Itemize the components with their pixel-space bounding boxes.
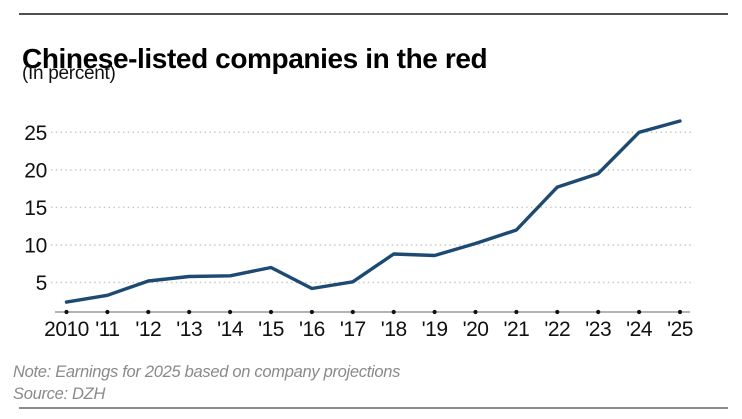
- x-tick-label-2019: '19: [422, 318, 448, 341]
- chart-subtitle: (In percent): [22, 63, 116, 84]
- chart-footnotes: Note: Earnings for 2025 based on company…: [13, 361, 400, 405]
- x-tick-dot-2023: [596, 309, 601, 315]
- x-tick-label-2017: '17: [340, 318, 366, 341]
- x-tick-label-2014: '14: [217, 318, 244, 341]
- x-tick-label-2024: '24: [626, 318, 653, 341]
- x-tick-label-2016: '16: [299, 318, 325, 341]
- y-tick-label-25: 25: [24, 122, 47, 145]
- chart-source: Source: DZH: [13, 385, 106, 403]
- y-tick-label-5: 5: [36, 272, 47, 295]
- x-tick-label-2022: '22: [544, 318, 570, 341]
- x-tick-label-2015: '15: [258, 318, 284, 341]
- x-tick-dot-2025: [677, 309, 683, 315]
- x-tick-label-2012: '12: [135, 318, 161, 341]
- x-tick-dot-2019: [432, 309, 437, 315]
- bottom-rule: [19, 407, 728, 409]
- x-tick-dot-2017: [350, 309, 355, 315]
- x-tick-dot-2011: [105, 309, 110, 315]
- x-tick-dot-2018: [391, 309, 396, 315]
- x-tick-dot-2012: [146, 309, 151, 315]
- x-tick-dot-2010: [64, 309, 69, 315]
- y-tick-label-20: 20: [24, 159, 47, 182]
- x-tick-label-2010: 2010: [44, 318, 89, 341]
- x-tick-label-2018: '18: [381, 318, 407, 341]
- top-rule: [19, 13, 728, 15]
- y-tick-label-10: 10: [24, 234, 47, 257]
- chart-note: Note: Earnings for 2025 based on company…: [13, 363, 401, 381]
- data-line-series: [64, 119, 682, 304]
- x-tick-label-2020: '20: [463, 318, 489, 341]
- x-tick-label-2025: '25: [667, 318, 693, 341]
- x-tick-label-2023: '23: [585, 318, 611, 341]
- x-tick-dot-2024: [637, 309, 642, 315]
- x-tick-label-2013: '13: [176, 318, 202, 341]
- x-tick-dot-2021: [514, 309, 519, 315]
- x-tick-dot-2013: [187, 309, 192, 315]
- chart-title: Chinese-listed companies in the red: [22, 42, 488, 74]
- x-tick-label-2021: '21: [503, 318, 529, 341]
- x-tick-dot-2016: [309, 309, 314, 315]
- x-tick-dot-2015: [268, 309, 274, 315]
- x-tick-dot-2020: [473, 309, 478, 315]
- x-tick-dot-2014: [228, 309, 233, 315]
- x-tick-label-2011: '11: [95, 318, 119, 341]
- x-tick-dot-2022: [555, 309, 560, 315]
- y-tick-label-15: 15: [24, 197, 47, 220]
